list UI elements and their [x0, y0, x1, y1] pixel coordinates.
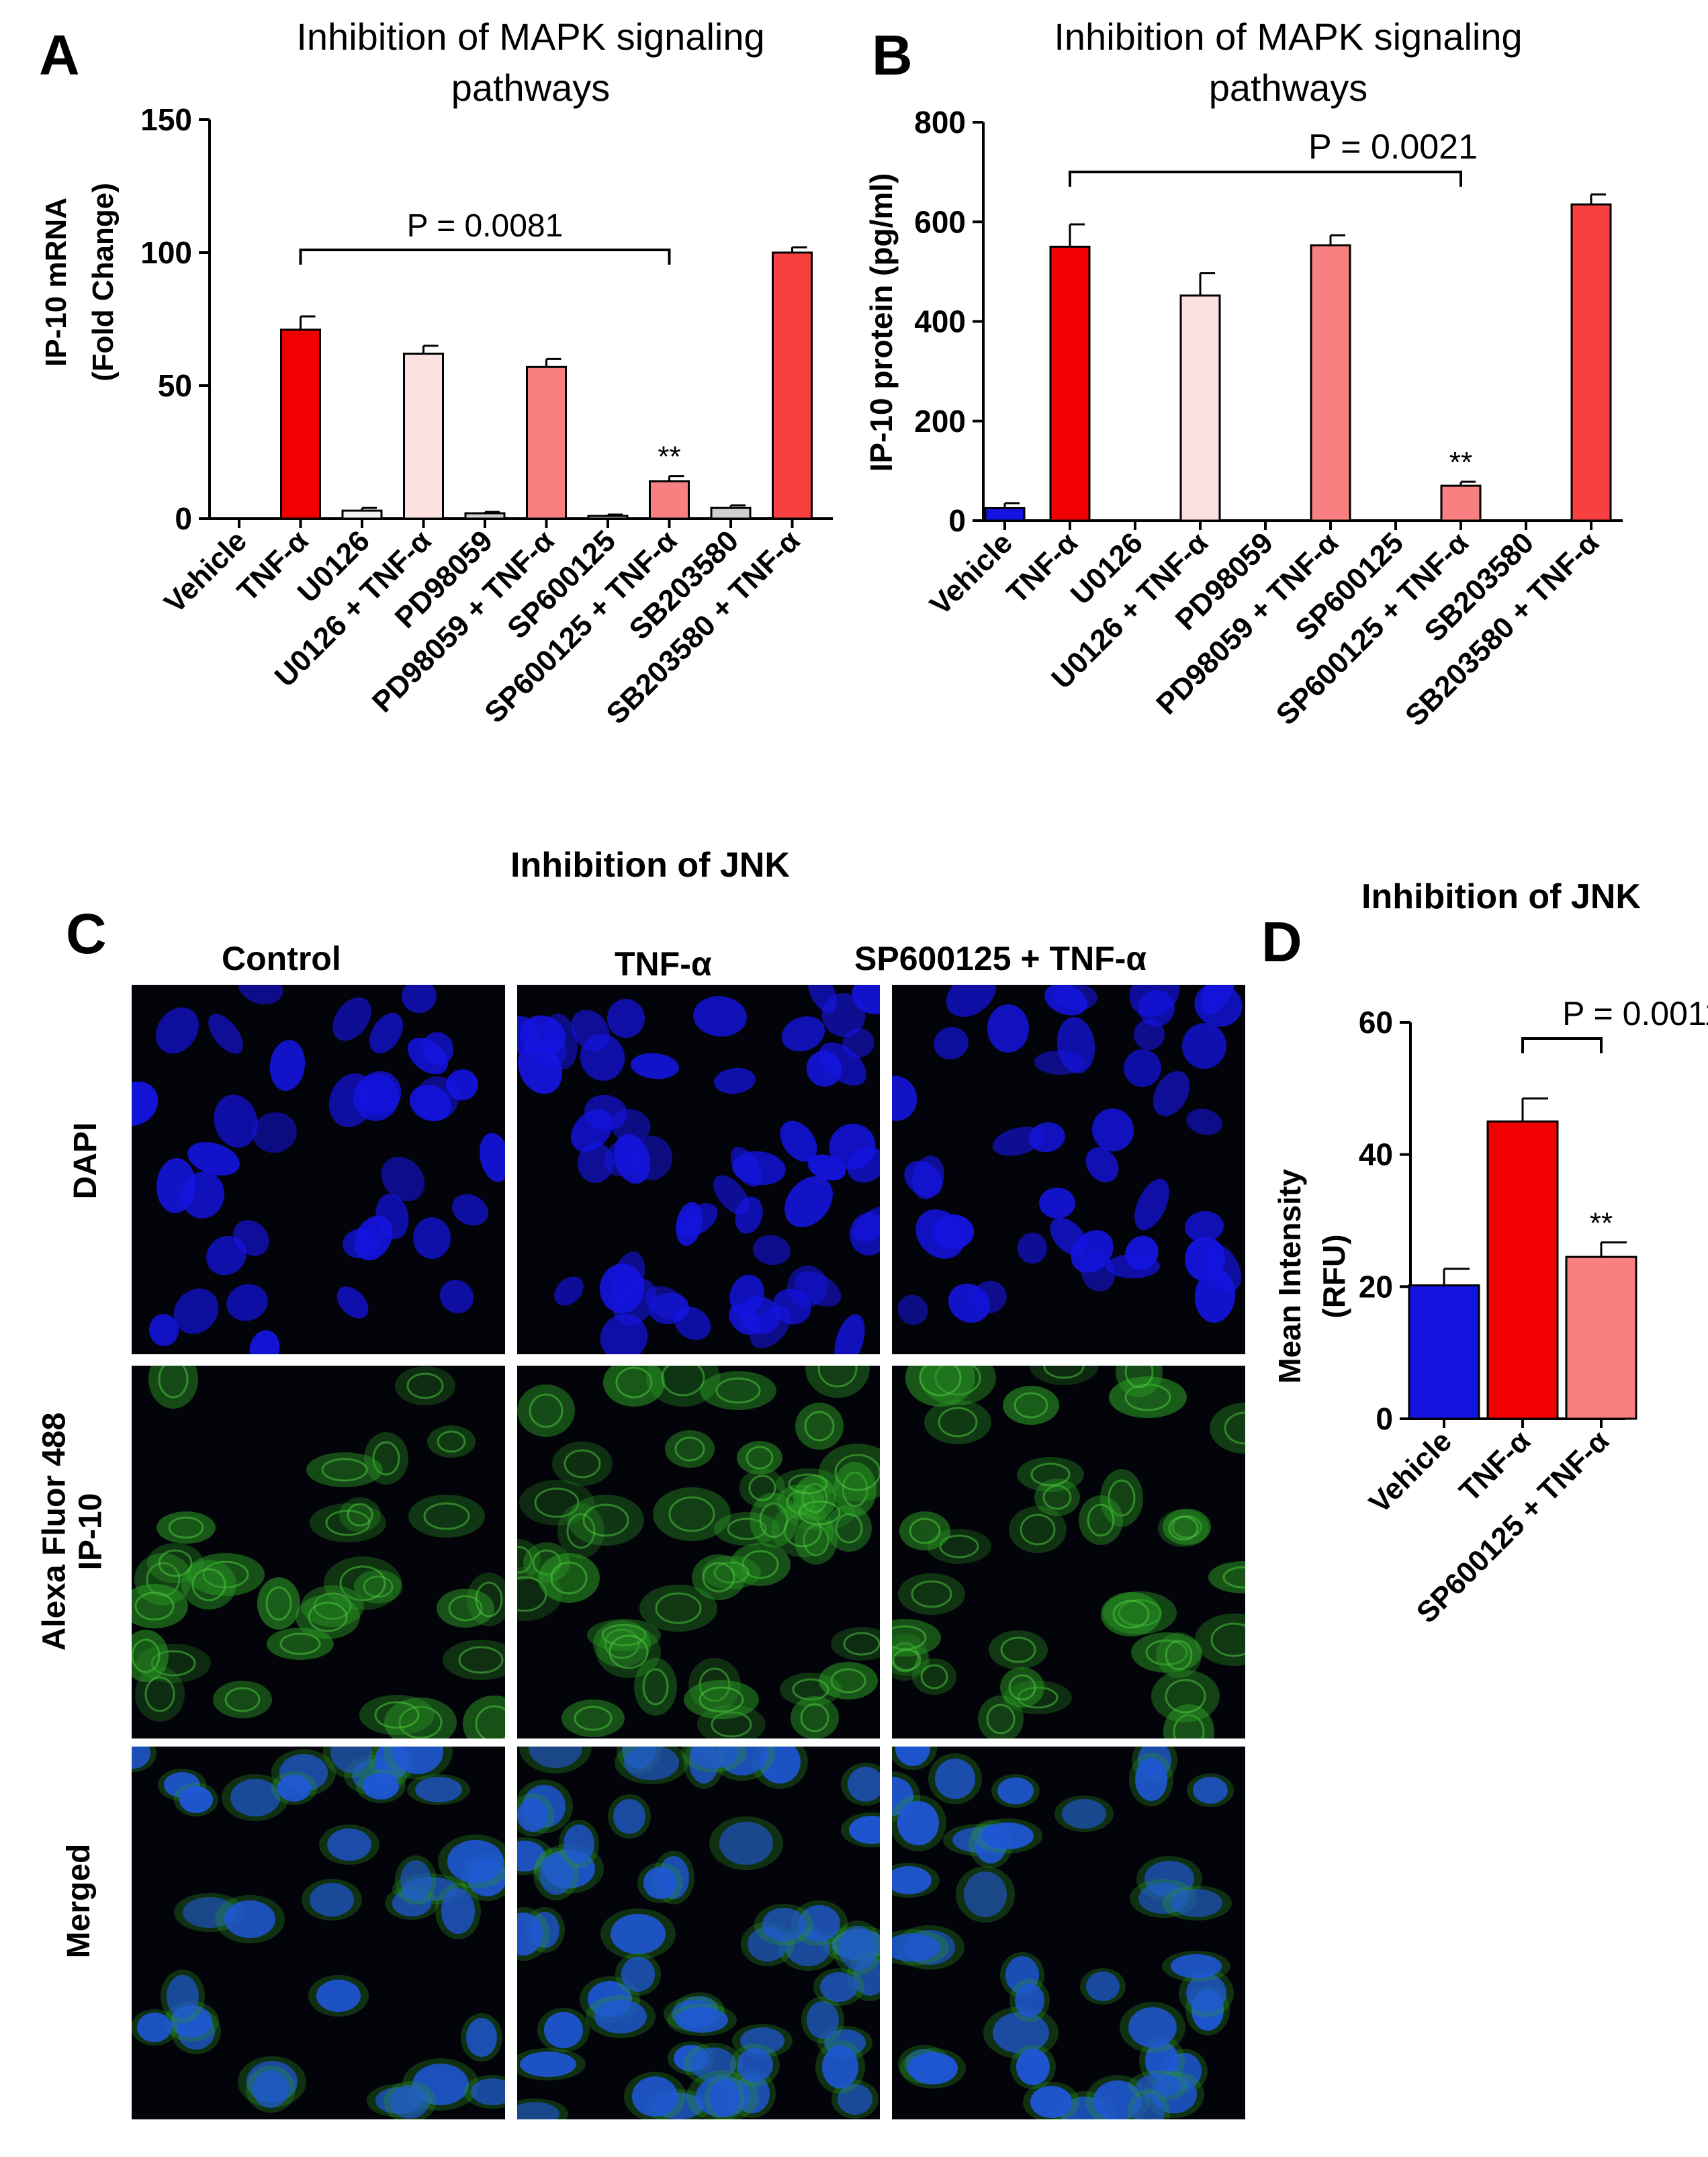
y-axis-label: Mean Intensity [1272, 1169, 1307, 1384]
y-tick-label: 150 [140, 102, 192, 137]
bar [341, 509, 383, 520]
column-header-tnf: TNF-α [615, 945, 712, 983]
micrograph-merged-tnf [517, 1747, 880, 2119]
bar [587, 515, 629, 520]
micrograph-dapi-tnf [517, 985, 880, 1354]
bar [710, 507, 752, 520]
chart-d-intensity: Inhibition of JNK 0 20 40 60 Mean Intensity (R… [1272, 877, 1708, 1630]
micrograph-dapi-control [132, 985, 505, 1354]
bar [1565, 1256, 1637, 1420]
y-tick-label: 40 [1359, 1137, 1393, 1172]
bar [1486, 1120, 1559, 1420]
p-value-bracket [1069, 171, 1462, 187]
column-header-sp600125-tnf: SP600125 + TNF-α [854, 940, 1147, 977]
panel-letter-d: D [1261, 910, 1302, 973]
micrograph-merged-sp600125-tnf [892, 1747, 1245, 2119]
significance-label: ** [1449, 446, 1472, 479]
x-tick-label: Vehicle [158, 524, 253, 619]
x-tick-label: Vehicle [924, 526, 1019, 621]
chart-b-protein: Inhibition of MAPK signaling pathways 0 200… [864, 15, 1623, 733]
bar [1408, 1284, 1480, 1420]
y-axis-label: (RFU) [1316, 1234, 1351, 1318]
bar [984, 507, 1026, 522]
micrograph-dapi-sp600125-tnf [892, 985, 1245, 1354]
chart-title: pathways [451, 67, 611, 109]
y-tick-label: 20 [1359, 1269, 1393, 1304]
chart-a-mrna: Inhibition of MAPK signaling pathways 0 50 1… [40, 15, 833, 731]
y-tick-label: 600 [914, 204, 966, 239]
y-axis-label: IP-10 protein (pg/ml) [864, 173, 899, 472]
y-tick-label: 200 [914, 404, 966, 439]
chart-title: Inhibition of MAPK signaling [1054, 15, 1522, 58]
bar [649, 480, 690, 520]
y-tick-label: 400 [914, 304, 966, 339]
bar [1049, 245, 1091, 522]
y-tick-label: 800 [914, 105, 966, 140]
x-tick-label: TNF-α [1000, 526, 1084, 610]
micrograph-alexa488-control [132, 1366, 505, 1738]
panel-letter-a: A [39, 24, 80, 87]
panel-letter-b: B [872, 24, 913, 87]
chart-title: pathways [1209, 67, 1368, 109]
y-axis-label: IP-10 mRNA [40, 197, 73, 367]
x-tick-label: Vehicle [1363, 1424, 1458, 1520]
bar [1440, 484, 1482, 522]
y-tick-label: 0 [1376, 1401, 1393, 1436]
y-tick-label: 0 [175, 501, 192, 536]
p-value-label: P = 0.0011 [1562, 995, 1708, 1032]
column-header-control: Control [222, 940, 341, 977]
micrograph-alexa488-sp600125-tnf [892, 1366, 1245, 1738]
bar [1570, 203, 1612, 522]
micrograph-alexa488-tnf [517, 1366, 880, 1738]
chart-title: Inhibition of JNK [1361, 877, 1641, 916]
significance-label: ** [658, 441, 680, 474]
micrograph-merged-control [132, 1747, 505, 2119]
p-value-label: P = 0.0021 [1308, 128, 1478, 167]
y-tick-label: 0 [948, 503, 966, 538]
panel-c-header: Inhibition of JNK [510, 846, 790, 885]
row-label-merged: Merged [61, 1843, 97, 1959]
row-label-dapi: DAPI [68, 1122, 104, 1200]
chart-title: Inhibition of MAPK signaling [296, 15, 764, 58]
y-tick-label: 60 [1359, 1005, 1393, 1040]
p-value-bracket [299, 249, 671, 265]
bar [1310, 244, 1351, 522]
y-axis-label: (Fold Change) [87, 183, 120, 382]
y-tick-label: 100 [140, 235, 192, 270]
bar [403, 352, 444, 520]
p-value-label: P = 0.0081 [407, 208, 564, 244]
bar [280, 328, 321, 520]
row-label-alexa-ip10: Alexa Fluor 488 IP-10 [36, 1412, 108, 1651]
panel-letter-c: C [66, 902, 107, 965]
bar [1179, 294, 1221, 522]
bar [464, 512, 506, 520]
p-value-bracket [1521, 1037, 1603, 1053]
bar [526, 365, 567, 520]
significance-label: ** [1590, 1206, 1613, 1239]
bar [772, 251, 813, 520]
y-tick-label: 50 [158, 368, 192, 403]
